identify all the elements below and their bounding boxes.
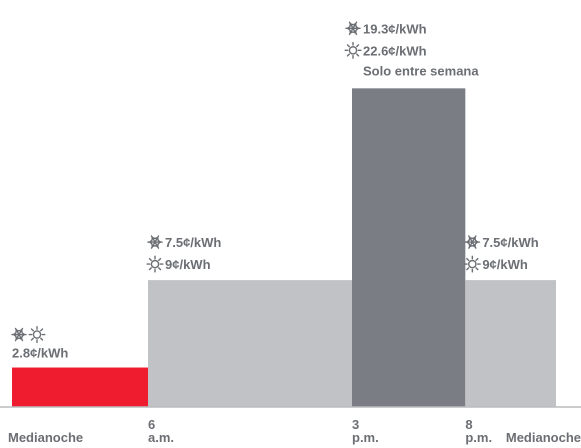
- bar-3-label: 19.3¢/kWh 22.6¢/kWh Solo entre semana: [345, 21, 479, 78]
- sun-icon: [147, 256, 163, 272]
- bars-group: [12, 88, 556, 407]
- sun-icon: [465, 256, 481, 272]
- bar-1: [12, 368, 148, 407]
- bar-4: [465, 280, 556, 407]
- winter-rate-label: 7.5¢/kWh: [482, 235, 538, 250]
- winter-rate-label: 19.3¢/kWh: [363, 21, 427, 36]
- x-tick-label: a.m.: [148, 430, 174, 445]
- snowflake-icon: [346, 22, 360, 34]
- snowflake-icon: [148, 236, 162, 248]
- x-tick-4: Medianoche: [506, 430, 581, 445]
- bar-2-label: 7.5¢/kWh 9¢/kWh: [147, 235, 221, 272]
- bar-4-label: 7.5¢/kWh 9¢/kWh: [465, 235, 539, 272]
- summer-rate-label: 9¢/kWh: [165, 257, 211, 272]
- x-tick-label: p.m.: [352, 430, 379, 445]
- x-tick-1: 6a.m.: [148, 417, 174, 445]
- bar-2: [148, 280, 352, 407]
- sun-icon: [345, 43, 361, 59]
- x-tick-label: Medianoche: [8, 430, 83, 445]
- bar-1-label: 2.8¢/kWh: [12, 327, 68, 361]
- x-tick-label: p.m.: [465, 430, 492, 445]
- x-axis-ticks-group: Medianoche 6a.m. 3p.m. 8p.m. Medianoche: [8, 417, 581, 445]
- x-tick-label: Medianoche: [506, 430, 581, 445]
- x-tick-0: Medianoche: [8, 430, 83, 445]
- x-tick-2: 3p.m.: [352, 417, 379, 445]
- x-tick-3: 8p.m.: [465, 417, 492, 445]
- summer-rate-label: 22.6¢/kWh: [363, 43, 427, 58]
- snowflake-icon: [12, 328, 26, 340]
- rate-label: 2.8¢/kWh: [12, 346, 68, 361]
- weekday-note: Solo entre semana: [363, 63, 479, 78]
- sun-icon: [29, 327, 45, 343]
- summer-rate-label: 9¢/kWh: [482, 257, 528, 272]
- snowflake-icon: [465, 236, 479, 248]
- winter-rate-label: 7.5¢/kWh: [165, 235, 221, 250]
- bar-3: [352, 88, 465, 407]
